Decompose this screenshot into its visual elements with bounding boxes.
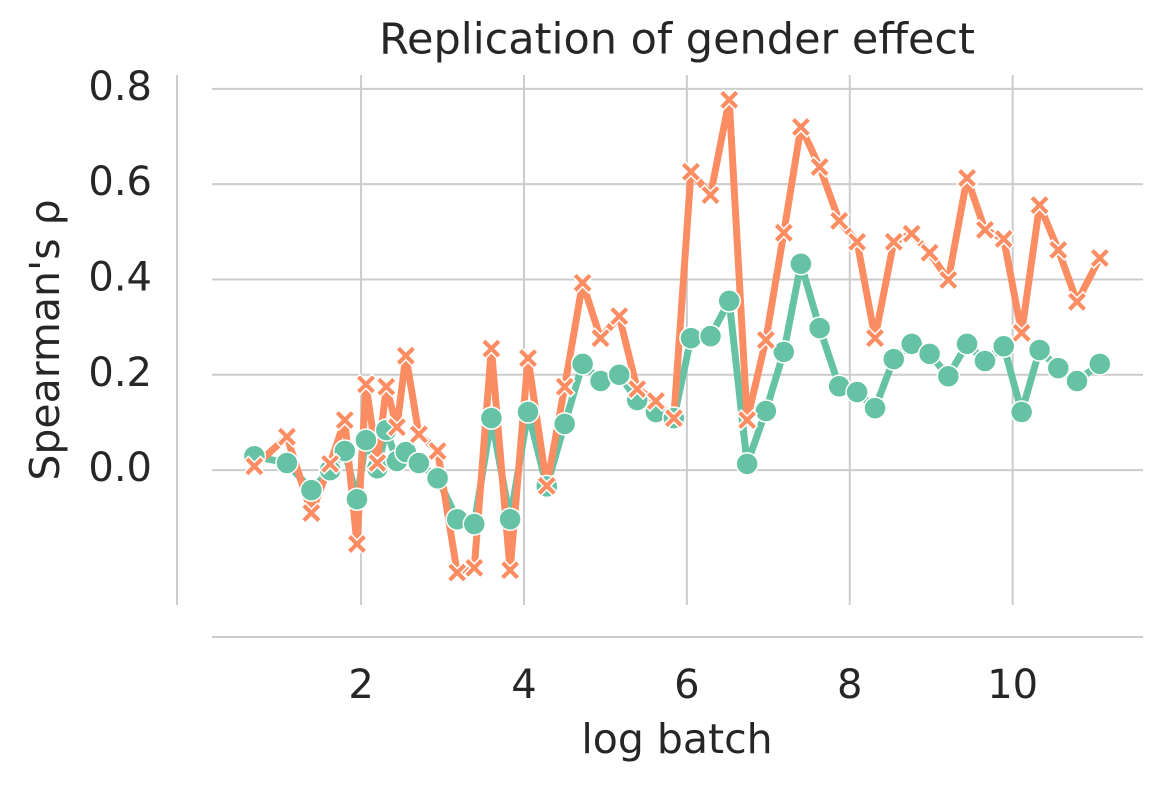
x-marker [319,452,342,475]
x-marker [1065,290,1089,313]
x-tick-label: 8 [837,662,862,708]
x-marker [789,115,812,139]
x-marker [608,305,631,328]
circle-marker [698,324,723,348]
circle-marker [1088,352,1112,376]
x-marker [918,241,941,264]
x-marker [662,407,685,430]
x-marker [480,337,503,360]
x-tick-label: 10 [987,662,1038,708]
x-marker [718,88,741,111]
x-marker [553,375,576,398]
circle-marker [275,451,299,475]
circle-marker [425,466,450,490]
x-marker [333,409,356,432]
x-marker [366,451,389,475]
x-tick-label: 6 [674,662,699,708]
circle-marker [1027,338,1052,362]
circle-marker [936,364,961,388]
x-marker [644,389,667,413]
x-marker [446,561,469,584]
x-marker [571,271,594,294]
circle-marker [607,363,632,387]
x-marker [275,425,298,448]
x-marker [699,184,722,207]
x-marker [589,327,612,350]
x-axis-label: log batch [581,715,772,763]
circle-marker [807,316,832,340]
circle-marker [407,451,431,475]
x-marker [375,375,398,398]
x-marker [535,474,558,497]
x-marker [754,328,777,352]
circle-marker [354,428,378,452]
circle-marker [899,332,924,356]
x-marker [1028,194,1051,217]
circle-marker [1009,400,1034,424]
circle-marker [973,349,997,373]
circle-marker [717,289,741,313]
circle-marker [299,478,324,502]
x-marker [354,373,378,396]
x-marker [463,556,486,579]
circle-marker [772,340,796,364]
circle-marker [570,352,595,376]
x-marker [882,230,905,253]
circle-marker [917,342,942,366]
circle-marker [1065,369,1089,393]
x-marker [956,166,979,190]
circle-marker [516,400,540,424]
chart-title: Replication of gender effect [379,15,975,65]
circle-marker [955,332,979,356]
x-marker [808,155,831,179]
x-marker [499,559,522,582]
y-tick-label: 0.0 [88,445,152,491]
x-marker [300,501,323,525]
x-marker [1010,321,1033,344]
circle-marker [991,334,1016,358]
circle-marker [498,507,522,531]
x-marker [937,268,960,292]
x-marker [426,439,449,463]
x-marker [863,327,887,350]
x-marker [679,160,703,183]
circle-marker [462,512,487,536]
x-marker [345,532,369,556]
circle-marker [789,251,813,276]
x-marker [736,409,759,432]
y-tick-label: 0.6 [88,159,152,205]
x-marker [1088,246,1111,270]
circle-marker [863,396,887,420]
y-tick-label: 0.8 [88,64,152,110]
x-marker [516,347,540,370]
y-tick-label: 0.2 [88,350,152,396]
x-tick-label: 4 [511,662,536,708]
circle-marker [345,487,369,511]
circle-marker [882,347,906,371]
circle-marker [845,380,869,404]
x-marker [394,344,417,367]
x-marker [992,227,1015,251]
x-marker [1047,238,1070,261]
x-marker [385,416,408,439]
x-marker [973,218,997,241]
circle-marker [479,406,504,430]
x-tick-label: 2 [348,662,373,708]
x-marker [407,423,430,446]
circle-marker [679,326,703,350]
circle-marker [552,412,577,436]
circle-marker [754,399,778,423]
x-marker [846,230,869,253]
y-tick-label: 0.4 [88,254,152,300]
y-axis-label: Spearman's ρ [21,199,69,480]
circle-marker [1046,356,1071,380]
x-marker [828,209,851,232]
x-marker [772,221,795,244]
x-marker [243,455,266,478]
x-marker [900,222,923,245]
circle-marker [735,452,759,476]
